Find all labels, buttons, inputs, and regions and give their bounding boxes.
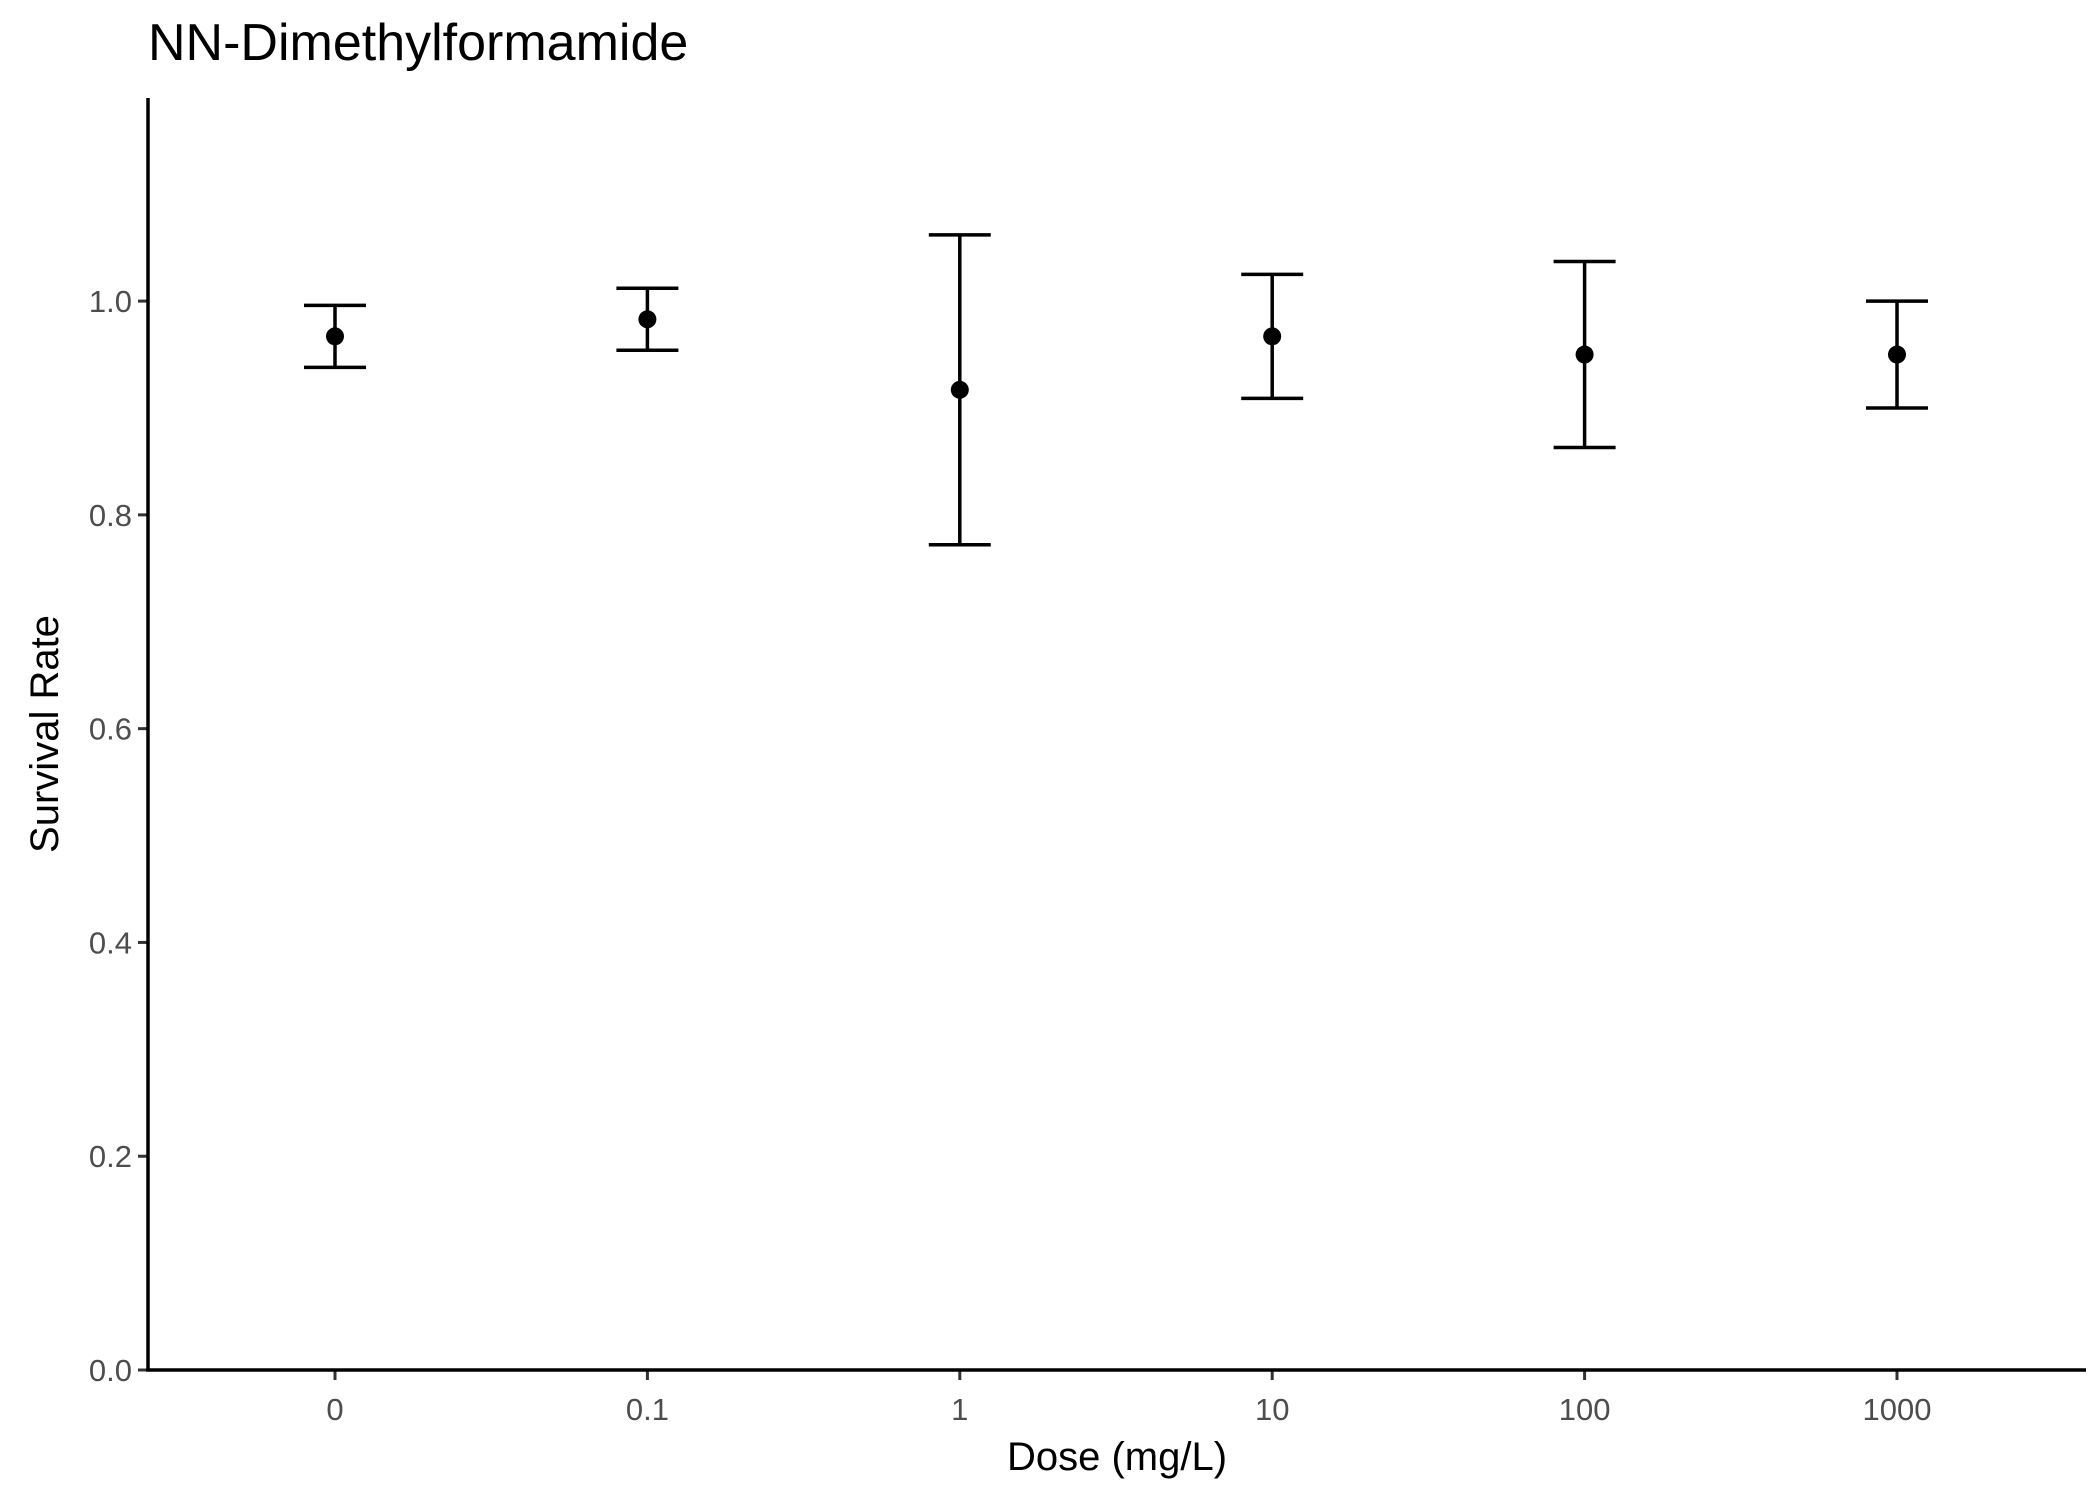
y-tick-label: 0.2 bbox=[89, 1139, 132, 1174]
data-point bbox=[1575, 345, 1594, 364]
data-point bbox=[950, 380, 969, 399]
y-tick-label: 0.6 bbox=[89, 712, 132, 747]
y-tick-label: 0.8 bbox=[89, 498, 132, 533]
y-axis-ticks: 0.0 0.2 0.4 0.6 0.8 1.0 bbox=[89, 284, 148, 1388]
x-tick-label: 0 bbox=[326, 1392, 343, 1427]
x-axis-title: Dose (mg/L) bbox=[1007, 1435, 1227, 1479]
data-point bbox=[326, 327, 344, 346]
y-axis-title: Survival Rate bbox=[23, 615, 67, 853]
error-bars bbox=[304, 233, 1928, 547]
x-axis-ticks: 0 0.1 1 10 100 1000 bbox=[326, 1370, 1931, 1427]
y-tick-label: 0.4 bbox=[89, 925, 132, 960]
x-tick-label: 1 bbox=[951, 1392, 968, 1427]
x-tick-label: 1000 bbox=[1863, 1392, 1932, 1427]
data-point bbox=[1888, 345, 1906, 364]
data-point bbox=[1263, 327, 1282, 346]
y-tick-label: 0.0 bbox=[89, 1353, 132, 1388]
y-tick-label: 1.0 bbox=[89, 284, 132, 319]
chart-title: NN-Dimethylformamide bbox=[148, 14, 688, 72]
data-point bbox=[638, 310, 657, 329]
data-points bbox=[326, 310, 1906, 399]
x-tick-label: 0.1 bbox=[626, 1392, 669, 1427]
x-tick-label: 100 bbox=[1559, 1392, 1611, 1427]
x-tick-label: 10 bbox=[1255, 1392, 1289, 1427]
